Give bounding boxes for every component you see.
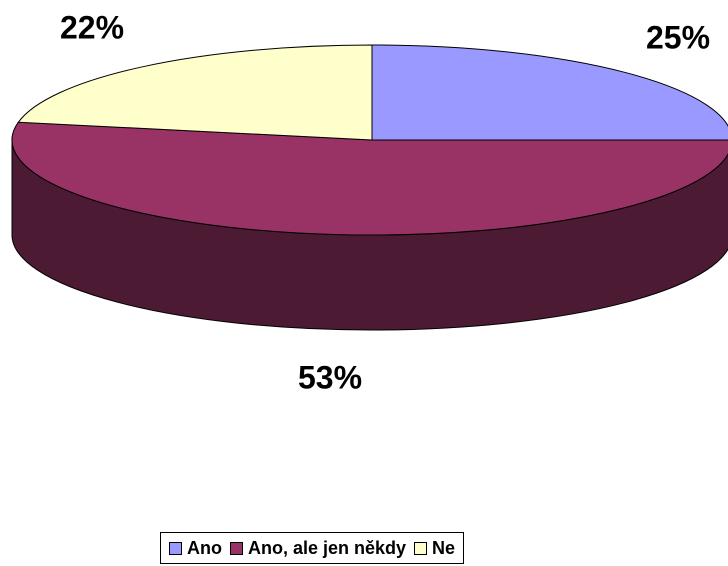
data-label: 53% [298,359,362,395]
data-label: 22% [60,9,124,45]
legend-label: Ano, ale jen někdy [248,537,407,558]
legend-label: Ano [187,537,222,558]
chart: 25% 53% 22% [11,9,728,395]
legend-item: Ne [414,538,455,559]
legend-swatch [230,541,243,555]
legend-swatch [414,541,428,555]
legend-item: Ano [169,538,222,559]
legend-label: Ne [432,537,456,558]
pie-slice [11,121,728,236]
legend: Ano Ano, ale jen někdy Ne [160,532,465,564]
legend-swatch [169,541,182,555]
legend-item: Ano, ale jen někdy [230,538,406,559]
pie-slice [371,44,728,141]
data-label: 25% [646,19,710,55]
pie-slice [17,44,373,141]
